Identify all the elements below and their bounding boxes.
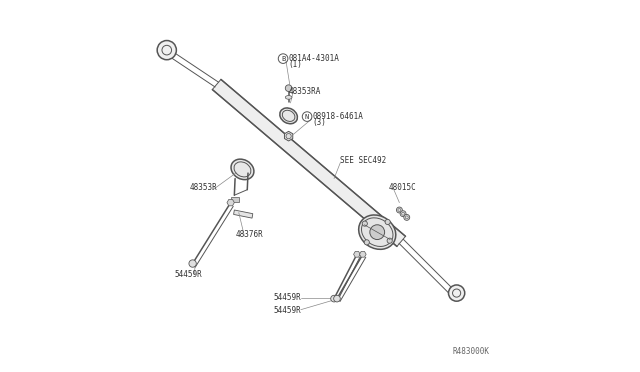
Text: 48353RA: 48353RA (289, 87, 321, 96)
Circle shape (362, 221, 367, 226)
Text: 48015C: 48015C (388, 183, 416, 192)
Text: 48353R: 48353R (190, 183, 218, 192)
Text: 54459R: 54459R (274, 306, 301, 315)
Circle shape (331, 295, 337, 302)
Text: (1): (1) (289, 60, 303, 70)
Text: 54459R: 54459R (274, 293, 301, 302)
Circle shape (449, 285, 465, 301)
Text: 08918-6461A: 08918-6461A (312, 112, 364, 121)
Ellipse shape (231, 159, 254, 180)
Ellipse shape (358, 215, 396, 249)
Circle shape (396, 207, 403, 213)
Ellipse shape (285, 96, 292, 99)
Text: 48376R: 48376R (236, 230, 264, 239)
Circle shape (370, 225, 385, 240)
Circle shape (189, 260, 196, 267)
Polygon shape (234, 210, 253, 218)
Circle shape (400, 211, 406, 217)
Text: (3): (3) (312, 118, 326, 127)
Polygon shape (353, 251, 360, 257)
Text: N: N (305, 113, 309, 119)
Circle shape (157, 41, 177, 60)
Text: R483000K: R483000K (453, 347, 490, 356)
Circle shape (364, 240, 369, 245)
Text: 081A4-4301A: 081A4-4301A (289, 54, 339, 63)
Polygon shape (227, 199, 234, 206)
Text: 54459R: 54459R (174, 270, 202, 279)
Polygon shape (360, 251, 366, 257)
Text: SEE SEC492: SEE SEC492 (340, 155, 387, 165)
Circle shape (404, 214, 410, 220)
Polygon shape (284, 131, 292, 141)
Polygon shape (212, 79, 406, 246)
Circle shape (385, 219, 390, 225)
Ellipse shape (280, 108, 298, 124)
Text: B: B (281, 56, 285, 62)
Circle shape (333, 295, 340, 302)
Circle shape (387, 238, 392, 243)
Circle shape (285, 85, 292, 92)
Polygon shape (232, 197, 239, 202)
